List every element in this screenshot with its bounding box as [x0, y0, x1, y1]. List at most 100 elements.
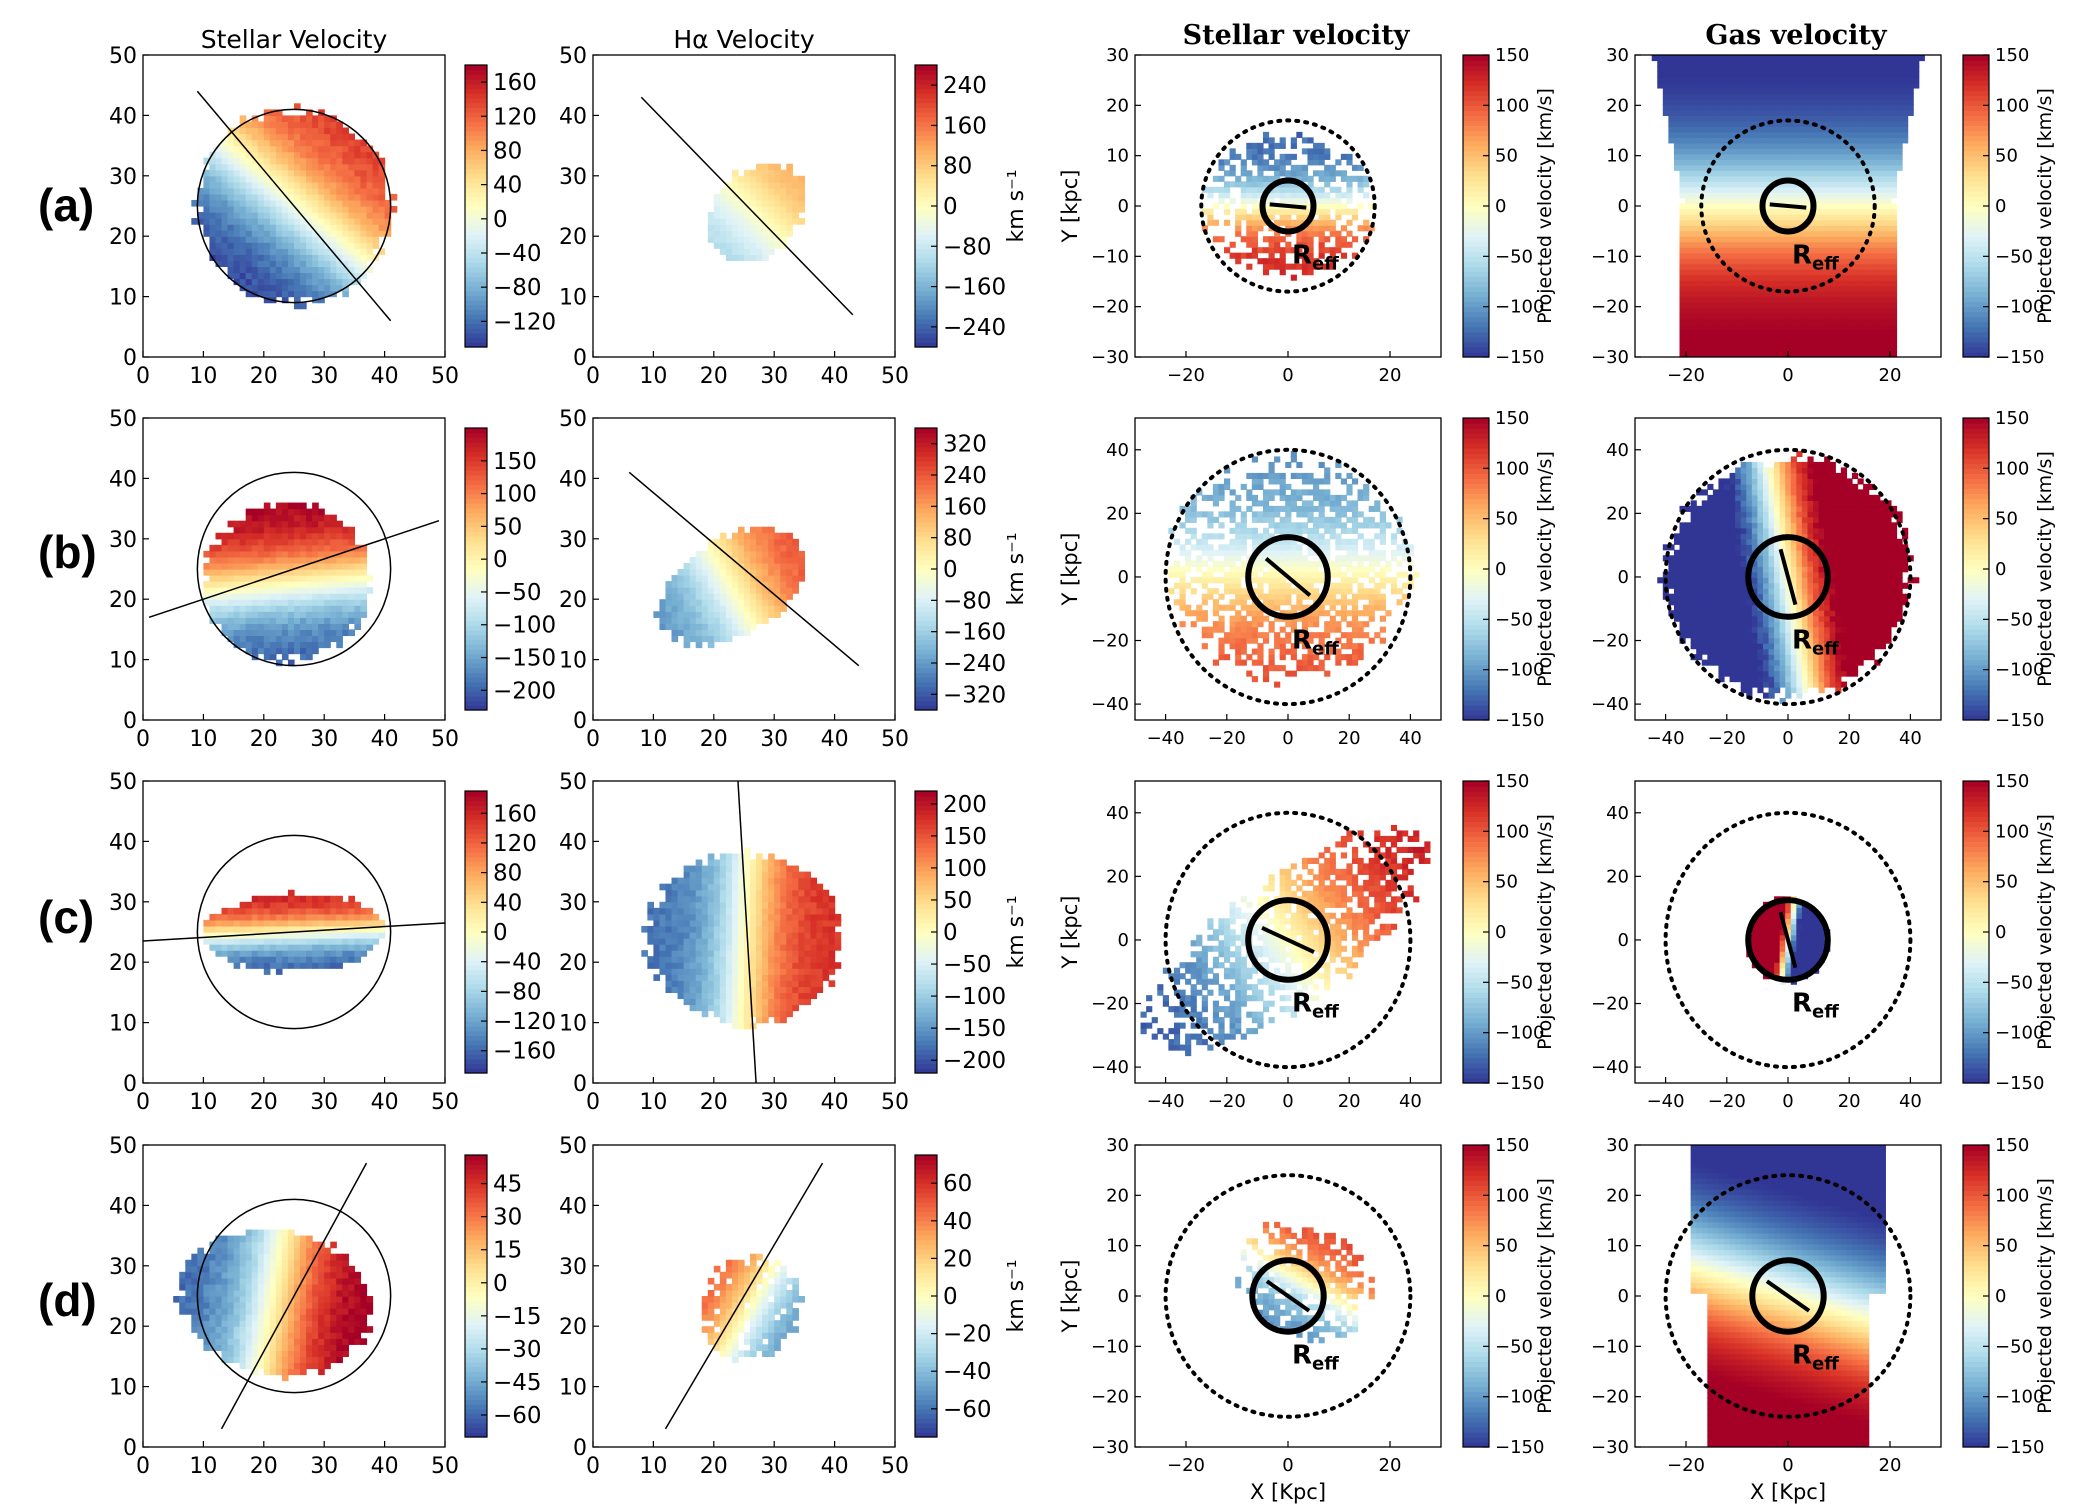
xtick-label-c2: 30: [760, 1090, 788, 1115]
ytick-label-a2: 0: [573, 346, 587, 371]
ytick-label-d3: −30: [1091, 1437, 1129, 1458]
colorbar-tick-c3: 100: [1495, 821, 1529, 842]
colorbar-tick-c2: 50: [943, 888, 972, 914]
ytick-label-b3: −20: [1091, 631, 1129, 652]
colorbar-tick-c4: 150: [1995, 771, 2029, 792]
ytick-label-a3: −10: [1091, 246, 1129, 267]
xtick-label-a2: 40: [821, 364, 849, 389]
xtick-label-c2: 10: [639, 1090, 667, 1115]
xtick-label-a4: −20: [1667, 365, 1705, 386]
colorbar-tick-b1: 50: [493, 514, 522, 540]
xtick-label-d2: 30: [760, 1454, 788, 1479]
colorbar-tick-a2: 240: [943, 73, 987, 99]
xtick-label-c3: −40: [1147, 1091, 1185, 1112]
ytick-label-a3: 0: [1118, 196, 1129, 217]
colorbar-tick-d2: −20: [943, 1322, 992, 1348]
ylabel-b3: Y [kpc]: [1058, 533, 1082, 607]
colorbar-tick-d1: 45: [493, 1172, 522, 1198]
xtick-label-d4: 0: [1782, 1455, 1793, 1476]
colorbar-tick-b1: −200: [493, 678, 556, 704]
colorbar-tick-a4: 150: [1995, 45, 2029, 66]
colorbar-tick-c2: 100: [943, 856, 987, 882]
colorbar-tick-c1: 120: [493, 831, 537, 857]
xtick-label-b4: −20: [1708, 728, 1746, 749]
ytick-label-c2: 30: [559, 891, 587, 916]
colorbar-tick-b2: −80: [943, 588, 992, 614]
ytick-label-d2: 30: [559, 1255, 587, 1280]
ytick-label-c4: −20: [1591, 994, 1629, 1015]
xtick-label-b1: 30: [310, 727, 338, 752]
colorbar-tick-d3: 100: [1495, 1185, 1529, 1206]
ytick-label-a3: −30: [1091, 347, 1129, 368]
velocity-map-c2: [641, 847, 841, 1029]
xtick-label-a1: 0: [136, 364, 150, 389]
xtick-label-a2: 20: [700, 364, 728, 389]
xtick-label-d2: 40: [821, 1454, 849, 1479]
ytick-label-b2: 30: [559, 528, 587, 553]
ytick-label-b4: 20: [1606, 503, 1629, 524]
xtick-label-c4: 40: [1899, 1091, 1922, 1112]
ytick-label-a4: −30: [1591, 347, 1629, 368]
ytick-label-a1: 20: [109, 225, 137, 250]
colorbar-tick-a1: −120: [493, 309, 556, 335]
colorbar-tick-c1: −80: [493, 979, 542, 1005]
xtick-label-b1: 40: [371, 727, 399, 752]
ytick-label-d4: 30: [1606, 1135, 1629, 1156]
ytick-label-d1: 10: [109, 1376, 137, 1401]
colorbar-tick-a4: 100: [1995, 95, 2029, 116]
ytick-label-a2: 40: [559, 104, 587, 129]
colorbar-tick-b4: −50: [1995, 609, 2033, 630]
ytick-label-b3: 20: [1106, 503, 1129, 524]
colorbar-label-d4: Projected velocity [km/s]: [2034, 1178, 2056, 1414]
ytick-label-b2: 40: [559, 467, 587, 492]
xtick-label-b2: 0: [586, 727, 600, 752]
row-label-b: (b): [38, 525, 97, 579]
xtick-label-d4: −20: [1667, 1455, 1705, 1476]
ytick-label-c1: 10: [109, 1012, 137, 1037]
ytick-label-b1: 10: [109, 649, 137, 674]
xtick-label-b1: 0: [136, 727, 150, 752]
ytick-label-d4: 10: [1606, 1236, 1629, 1257]
colorbar-tick-d2: 0: [943, 1284, 958, 1310]
xtick-label-a2: 30: [760, 364, 788, 389]
xtick-label-b1: 10: [189, 727, 217, 752]
ytick-label-b4: −40: [1591, 694, 1629, 715]
ytick-label-b2: 0: [573, 709, 587, 734]
xtick-label-b2: 10: [639, 727, 667, 752]
colorbar-tick-c1: 160: [493, 801, 537, 827]
ytick-label-c2: 50: [559, 770, 587, 795]
ytick-label-c1: 50: [109, 770, 137, 795]
xtick-label-a1: 30: [310, 364, 338, 389]
colorbar-tick-b2: 160: [943, 494, 987, 520]
ytick-label-d1: 0: [123, 1436, 137, 1461]
ytick-label-a4: 10: [1606, 146, 1629, 167]
colorbar-tick-d3: 150: [1495, 1135, 1529, 1156]
colorbar-label-d3: Projected velocity [km/s]: [1534, 1178, 1556, 1414]
colorbar-tick-c3: −50: [1495, 972, 1533, 993]
colorbar-tick-d1: −30: [493, 1337, 542, 1363]
colorbar-tick-d1: −15: [493, 1304, 542, 1330]
ytick-label-a1: 50: [109, 44, 137, 69]
column-title-sim-stellar-velocity: Stellar velocity: [1183, 20, 1411, 51]
colorbar-tick-a4: 50: [1995, 146, 2018, 167]
ytick-label-a3: −20: [1091, 297, 1129, 318]
colorbar-label-c2: km s⁻¹: [1004, 895, 1029, 968]
colorbar-tick-d2: −40: [943, 1359, 992, 1385]
ytick-label-a3: 20: [1106, 95, 1129, 116]
colorbar-tick-b3: 150: [1495, 408, 1529, 429]
ytick-label-b3: 40: [1106, 440, 1129, 461]
ytick-label-d1: 50: [109, 1134, 137, 1159]
xtick-label-c2: 50: [881, 1090, 909, 1115]
colorbar-tick-b2: 80: [943, 526, 972, 552]
reff-label-c3: Reff: [1292, 989, 1339, 1023]
ytick-label-b4: 40: [1606, 440, 1629, 461]
